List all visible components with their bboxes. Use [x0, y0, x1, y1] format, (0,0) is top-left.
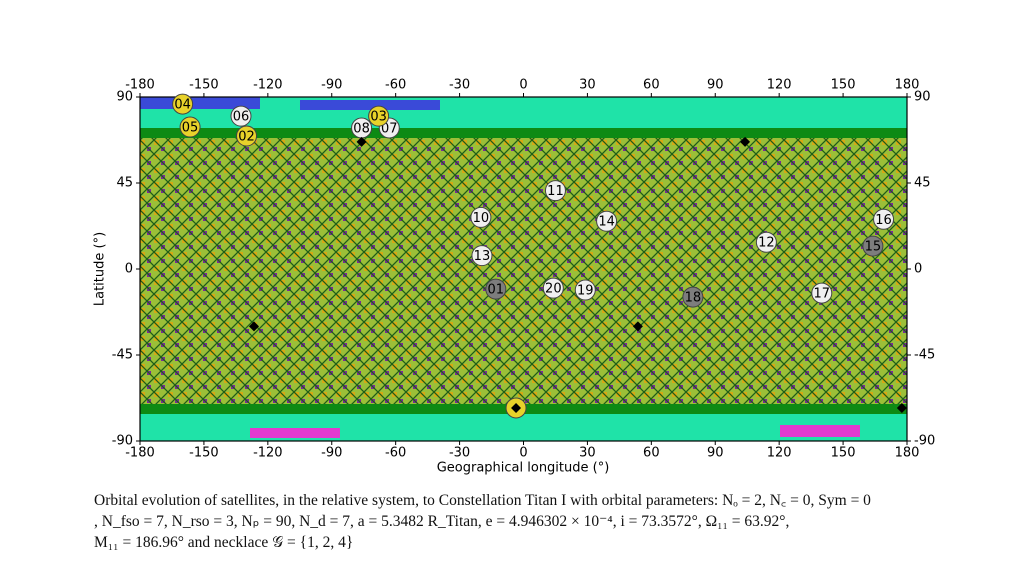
satellite-label: 01 [488, 283, 505, 298]
y-tick-label: 90 [116, 90, 133, 105]
satellite-label: 19 [577, 284, 594, 299]
satellite [755, 231, 777, 253]
satellite [811, 282, 833, 304]
satellite-label: 16 [875, 213, 892, 228]
y-tick-label: -45 [112, 348, 133, 363]
y-tick-label: 0 [914, 262, 922, 277]
satellite-label: 13 [474, 249, 491, 264]
satellite [574, 279, 596, 301]
x-tick-label: 0 [519, 78, 527, 93]
x-tick-label: 30 [579, 78, 596, 93]
x-tick-label: 0 [519, 446, 527, 461]
x-tick-label: -60 [385, 446, 406, 461]
y-tick-label: 0 [125, 262, 133, 277]
y-tick-label: -45 [914, 348, 935, 363]
satellite-label: 08 [353, 121, 370, 136]
x-tick-label: 90 [707, 78, 724, 93]
ground-station [248, 321, 259, 332]
satellite [542, 277, 564, 299]
satellite-label: 20 [545, 282, 562, 297]
x-tick-label: -150 [189, 446, 219, 461]
satellite-label: 14 [598, 215, 615, 230]
satellite-label: 04 [174, 98, 191, 113]
satellite-label: 10 [473, 211, 490, 226]
x-tick-label: 180 [895, 446, 920, 461]
satellite [230, 105, 252, 127]
satellite [368, 105, 390, 127]
x-tick-label: -120 [253, 78, 283, 93]
x-tick-label: 90 [707, 446, 724, 461]
satellite [596, 210, 618, 232]
satellite [682, 286, 704, 308]
x-tick-label: -90 [321, 78, 342, 93]
y-tick-label: 90 [914, 90, 931, 105]
x-tick-label: 120 [767, 446, 792, 461]
x-tick-label: -30 [449, 446, 470, 461]
x-tick-label: -120 [253, 446, 283, 461]
x-tick-label: -30 [449, 78, 470, 93]
caption: Orbital evolution of satellites, in the … [94, 490, 994, 553]
ground-station [896, 402, 907, 413]
caption-line: M₁₁ = 186.96° and necklace 𝒢 = {1, 2, 4} [94, 534, 354, 551]
x-tick-label: -150 [189, 78, 219, 93]
x-tick-label: 150 [831, 78, 856, 93]
satellite [862, 235, 884, 257]
chart: Geographical longitude (°) Latitude (°) … [93, 78, 936, 476]
satellite [179, 116, 201, 138]
satellite [873, 208, 895, 230]
satellite-label: 05 [182, 121, 199, 136]
satellite-label: 11 [547, 184, 564, 199]
x-axis-label: Geographical longitude (°) [437, 461, 610, 476]
x-tick-label: 60 [643, 446, 660, 461]
y-tick-label: -90 [112, 434, 133, 449]
ground-station [740, 136, 751, 147]
satellite-label: 12 [758, 236, 775, 251]
x-tick-label: 30 [579, 446, 596, 461]
x-tick-label: -60 [385, 78, 406, 93]
satellite-label: 02 [238, 129, 255, 144]
x-tick-label: -180 [125, 446, 155, 461]
satellite-label: 15 [865, 240, 882, 255]
satellite [485, 278, 507, 300]
satellite [236, 125, 258, 147]
y-tick-label: -90 [914, 434, 935, 449]
satellite-label: 07 [381, 121, 398, 136]
satellite-label: 06 [233, 110, 250, 125]
x-tick-label: 60 [643, 78, 660, 93]
caption-line: , N_fso = 7, N_rso = 3, Nₚ = 90, N_d = 7… [94, 513, 790, 530]
satellite [544, 180, 566, 202]
x-tick-label: 180 [895, 78, 920, 93]
x-tick-label: 120 [767, 78, 792, 93]
ground-station [632, 321, 643, 332]
ground-station [511, 402, 522, 413]
satellite-label: 18 [685, 291, 702, 306]
x-tick-label: 150 [831, 446, 856, 461]
satellite [471, 245, 493, 267]
ground-station [356, 136, 367, 147]
y-tick-label: 45 [116, 176, 133, 191]
satellite-label: 17 [814, 287, 831, 302]
y-axis-label: Latitude (°) [93, 232, 108, 306]
satellite-label: 03 [370, 110, 387, 125]
y-tick-label: 45 [914, 176, 931, 191]
caption-line: Orbital evolution of satellites, in the … [94, 492, 871, 509]
x-tick-label: -90 [321, 446, 342, 461]
satellite [470, 206, 492, 228]
satellite [172, 93, 194, 115]
map-background [139, 96, 908, 442]
x-tick-label: -180 [125, 78, 155, 93]
